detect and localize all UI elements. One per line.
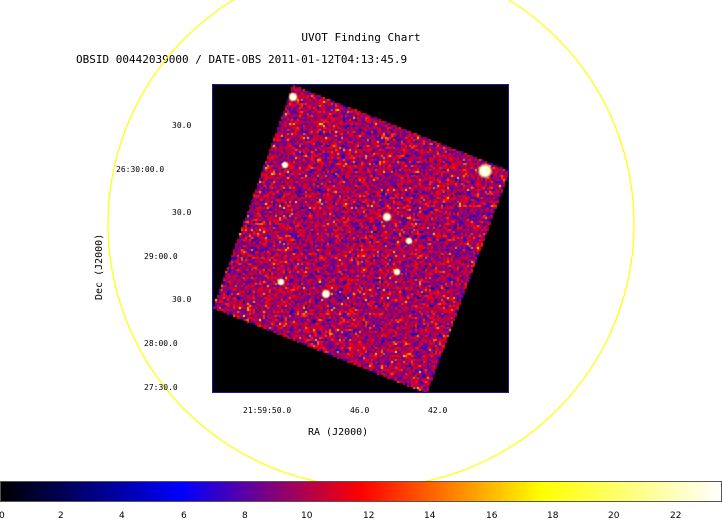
y-tick-label: 27:30.0 <box>144 383 178 392</box>
colorbar-tick-label: 0 <box>0 511 5 521</box>
colorbar-tick-label: 2 <box>58 511 64 521</box>
colorbar-tick-label: 4 <box>119 511 125 521</box>
colorbar-tick-label: 8 <box>242 511 248 521</box>
chart-title: UVOT Finding Chart <box>301 31 421 44</box>
y-tick-label: 26:30:00.0 <box>116 165 165 174</box>
y-tick-label: 29:00.0 <box>144 252 178 261</box>
colorbar-tick-label: 20 <box>608 511 620 521</box>
colorbar-tick-label: 22 <box>670 511 682 521</box>
colorbar-tick-label: 16 <box>486 511 498 521</box>
colorbar <box>0 481 722 502</box>
y-tick-label: 28:00.0 <box>144 339 178 348</box>
uvot-image[interactable] <box>213 85 508 392</box>
colorbar-tick-label: 10 <box>301 511 313 521</box>
colorbar-tick-label: 12 <box>363 511 375 521</box>
x-tick-label: 46.0 <box>350 406 370 415</box>
y-axis-label: Dec (J2000) <box>94 233 105 300</box>
image-frame[interactable] <box>212 84 509 393</box>
y-tick-label: 30.0 <box>172 208 192 217</box>
colorbar-tick-label: 18 <box>547 511 559 521</box>
x-tick-label: 21:59:50.0 <box>243 406 292 415</box>
y-tick-label: 30.0 <box>172 295 192 304</box>
chart-subtitle: OBSID 00442039000 / DATE-OBS 2011-01-12T… <box>76 53 408 66</box>
x-tick-label: 42.0 <box>428 406 448 415</box>
colorbar-tick-label: 6 <box>181 511 187 521</box>
y-tick-label: 30.0 <box>172 121 192 130</box>
colorbar-tick-label: 14 <box>424 511 436 521</box>
x-axis-label: RA (J2000) <box>308 427 369 438</box>
